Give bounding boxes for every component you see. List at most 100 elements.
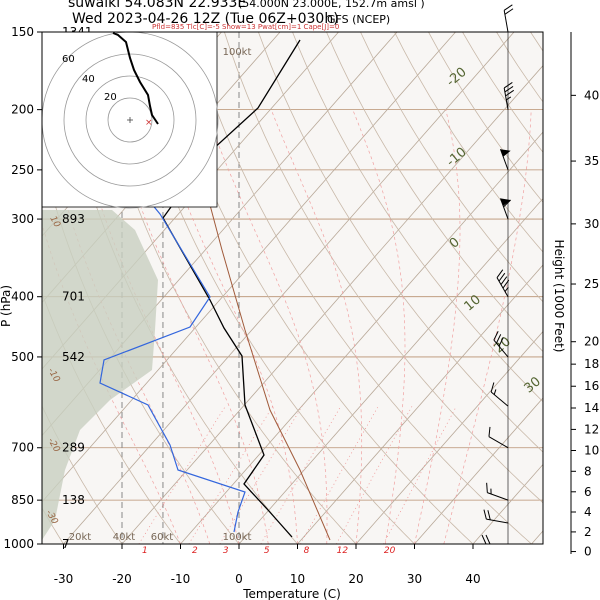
barb-flag [502, 279, 510, 289]
p-tick-label: 850 [11, 493, 34, 507]
stability-indices: Pfld=835 Tlc[C]=-5 Show=13 Pwat[cm]=1 Ca… [152, 23, 339, 31]
p-tick-label: 500 [11, 350, 34, 364]
station-subtitle: (54.000N 23.000E, 152.7m amsl ) [238, 0, 425, 10]
height-label-m: 701 [62, 290, 85, 304]
barb-half-flag [490, 488, 492, 494]
parcel-line [209, 204, 331, 541]
height-tick-label: 2 [584, 525, 592, 539]
height-tick-label: 30 [584, 217, 599, 231]
wind-barb [500, 149, 511, 171]
barb-flag [493, 331, 499, 341]
height-tick-label: 40 [584, 88, 599, 102]
wind-barb [490, 382, 509, 407]
barb-half-flag [504, 286, 509, 292]
hodograph-ring [107, 97, 153, 143]
barb-flag [496, 269, 504, 278]
p-tick-label: 250 [11, 163, 34, 177]
height-label-m: 542 [62, 350, 85, 364]
wind-barb [503, 4, 514, 33]
speed-label-bottom: 60kt [151, 532, 174, 543]
height-tick-label: 16 [584, 379, 599, 393]
height-tick-label: 25 [584, 277, 599, 291]
barb-flag [503, 82, 513, 89]
dry-adiabat [394, 32, 543, 253]
x-axis-label: Temperature (C) [242, 587, 341, 600]
mixing-ratio-label: 2 [192, 546, 198, 556]
mixing-ratio-label: 8 [304, 546, 310, 556]
mixing-ratio-line [336, 405, 413, 544]
barb-flag [503, 4, 513, 11]
mixing-ratio-label: 3 [223, 546, 229, 556]
barb-flag [487, 510, 491, 520]
p-tick-label: 150 [11, 25, 34, 39]
height-label-m: 893 [62, 212, 85, 226]
barb-flag [481, 534, 487, 545]
mixing-ratio-label: 20 [384, 546, 396, 556]
wind-barb [496, 269, 510, 297]
hodograph-trace [112, 32, 159, 125]
p-tick-label: 400 [11, 290, 34, 304]
barb-flag [504, 8, 514, 15]
isotherm-line [297, 264, 543, 544]
moist-adiabat [205, 109, 328, 544]
height-tick-label: 0 [584, 545, 592, 559]
barb-flag [485, 534, 491, 545]
barb-flag [504, 85, 514, 93]
height-tick-label: 12 [584, 422, 599, 436]
barb-flag [490, 382, 495, 393]
barb-flag [503, 199, 511, 208]
p-tick-label: 200 [11, 103, 34, 117]
isotherm-line [355, 330, 543, 544]
isotherm-line [121, 64, 543, 544]
isotherm-line [42, 32, 456, 503]
hodograph-storm-mark: × [145, 118, 153, 128]
height-tick-label: 20 [584, 335, 599, 349]
wind-barb [493, 331, 509, 358]
dry-adiabat [122, 32, 415, 544]
barb-half-flag [506, 96, 512, 101]
y-axis-label: P (hPa) [0, 285, 13, 327]
p-tick-label: 1000 [3, 537, 34, 551]
mixing-ratio-label: 1 [142, 546, 148, 556]
hodograph-frame [41, 31, 218, 208]
station-title: suwalki 54.083N 22.933E [68, 0, 246, 11]
moist-adiabat [352, 109, 406, 544]
x-tick-label: 20 [348, 572, 363, 586]
x-tick-label: -10 [171, 572, 191, 586]
wind-barb [483, 509, 509, 524]
height-tick-label: 6 [584, 485, 592, 499]
barb-pennant [500, 149, 511, 157]
height-tick-label: 14 [584, 401, 599, 415]
moist-adiabat [152, 109, 298, 544]
barb-flag [495, 334, 502, 344]
moist-adiabat [270, 109, 363, 544]
height-tick-label: 4 [584, 505, 592, 519]
barb-staff [488, 436, 509, 449]
p-tick-label: 300 [11, 212, 34, 226]
p-tick-label: 700 [11, 441, 34, 455]
run-time-title: Wed 2023-04-26 12Z (Tue 06Z+030h) [72, 11, 339, 27]
wind-barbs [481, 4, 515, 545]
barb-flag [500, 276, 508, 285]
barb-flag [498, 272, 506, 282]
isotherm-line [42, 32, 398, 437]
barb-pennant [500, 198, 511, 206]
x-tick-label: 10 [290, 572, 305, 586]
height-tick-label: 10 [584, 444, 599, 458]
barb-flag [505, 89, 515, 97]
speed-label-bottom: 40kt [113, 532, 136, 543]
barb-half-flag [493, 389, 497, 395]
dry-adiabat [88, 32, 357, 544]
dry-adiabat [258, 32, 543, 453]
dry-adiabat [156, 32, 474, 544]
moist-adiabat [414, 109, 461, 544]
speed-label-bottom: 100kt [223, 532, 252, 543]
mixing-ratio-label: 12 [337, 546, 349, 556]
height-label-m: 138 [62, 493, 85, 507]
speed-label-bottom: 20kt [69, 532, 92, 543]
x-tick-label: -20 [112, 572, 132, 586]
mixing-ratio-label: 5 [264, 546, 270, 556]
isotherm-line [414, 397, 543, 544]
